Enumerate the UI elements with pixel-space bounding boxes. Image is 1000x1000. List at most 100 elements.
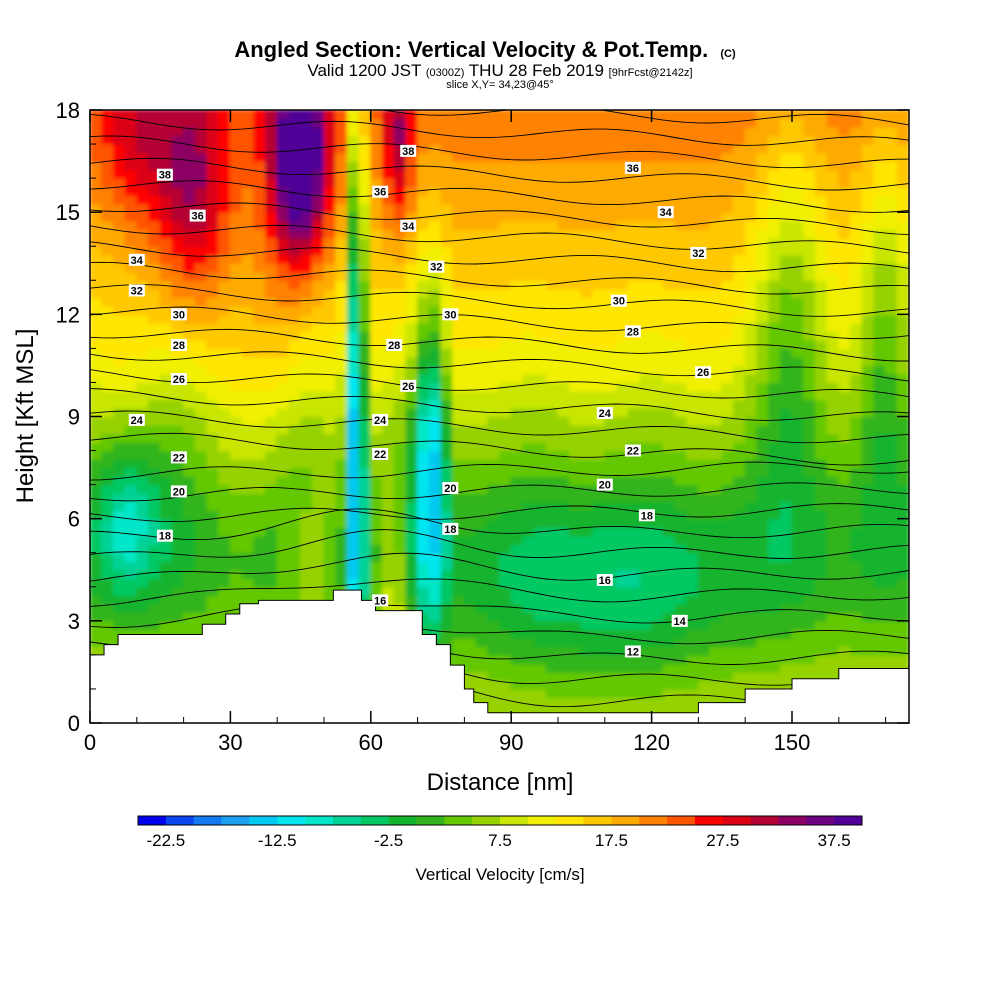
velocity-cell	[557, 220, 571, 230]
velocity-cell	[241, 509, 255, 520]
velocity-cell	[873, 603, 887, 614]
velocity-cell	[101, 356, 115, 367]
velocity-cell	[218, 271, 232, 281]
velocity-cell	[183, 501, 196, 511]
velocity-cell	[803, 492, 817, 503]
velocity-cell	[510, 594, 524, 605]
velocity-cell	[124, 313, 138, 324]
velocity-cell	[686, 620, 700, 631]
velocity-cell	[463, 671, 477, 682]
velocity-cell	[569, 228, 583, 239]
velocity-cell	[744, 586, 758, 596]
velocity-cell	[206, 279, 220, 290]
velocity-cell	[604, 543, 618, 554]
velocity-cell	[183, 416, 196, 426]
velocity-cell	[580, 654, 594, 665]
velocity-cell	[171, 543, 185, 554]
velocity-cell	[557, 322, 571, 333]
velocity-cell	[124, 356, 138, 367]
velocity-cell	[896, 552, 909, 562]
velocity-cell	[183, 220, 196, 230]
velocity-cell	[335, 552, 349, 562]
velocity-cell	[335, 152, 349, 162]
velocity-cell	[651, 688, 664, 699]
velocity-cell	[662, 177, 676, 188]
velocity-cell	[358, 228, 372, 239]
velocity-cell	[475, 126, 489, 137]
velocity-cell	[580, 611, 594, 622]
velocity-cell	[405, 586, 419, 596]
velocity-cell	[101, 288, 115, 299]
velocity-cell	[136, 347, 150, 358]
velocity-cell	[873, 126, 887, 137]
velocity-cell	[557, 364, 571, 375]
velocity-cell	[463, 186, 477, 196]
velocity-cell	[686, 484, 700, 494]
velocity-cell	[522, 526, 536, 537]
velocity-cell	[265, 577, 278, 588]
velocity-cell	[721, 245, 735, 256]
velocity-cell	[405, 492, 419, 503]
velocity-cell	[101, 467, 115, 477]
velocity-cell	[604, 526, 618, 537]
velocity-cell	[229, 364, 243, 375]
velocity-cell	[253, 569, 267, 579]
velocity-cell	[779, 467, 793, 477]
velocity-cell	[276, 152, 290, 162]
velocity-cell	[861, 450, 875, 460]
velocity-cell	[639, 424, 653, 435]
velocity-cell	[873, 160, 887, 171]
velocity-cell	[686, 271, 700, 281]
velocity-cell	[873, 645, 887, 656]
velocity-cell	[159, 288, 173, 299]
velocity-cell	[101, 110, 115, 120]
velocity-cell	[651, 620, 664, 631]
velocity-cell	[499, 671, 512, 682]
velocity-cell	[604, 330, 618, 341]
velocity-cell	[616, 254, 629, 264]
velocity-cell	[475, 594, 489, 605]
velocity-cell	[428, 373, 442, 384]
velocity-cell	[686, 611, 700, 622]
velocity-cell	[463, 228, 477, 239]
velocity-cell	[159, 484, 173, 494]
velocity-cell	[838, 271, 852, 281]
velocity-cell	[709, 620, 723, 631]
velocity-cell	[241, 322, 255, 333]
velocity-cell	[358, 407, 372, 418]
velocity-cell	[651, 492, 664, 503]
velocity-cell	[370, 381, 384, 392]
velocity-cell	[452, 492, 466, 503]
velocity-cell	[651, 271, 664, 281]
velocity-cell	[639, 433, 653, 443]
velocity-cell	[885, 262, 898, 273]
velocity-cell	[323, 526, 337, 537]
velocity-cell	[183, 628, 196, 639]
velocity-cell	[253, 152, 267, 162]
velocity-cell	[627, 110, 641, 120]
velocity-cell	[265, 288, 278, 299]
velocity-cell	[229, 526, 243, 537]
velocity-cell	[604, 143, 618, 154]
velocity-cell	[697, 288, 711, 299]
velocity-cell	[873, 177, 887, 188]
velocity-cell	[569, 313, 583, 324]
velocity-cell	[206, 339, 220, 350]
velocity-cell	[873, 118, 887, 128]
velocity-cell	[428, 450, 442, 460]
velocity-cell	[159, 552, 173, 562]
velocity-cell	[826, 620, 840, 631]
velocity-cell	[183, 228, 196, 239]
velocity-cell	[791, 110, 805, 120]
velocity-cell	[300, 152, 313, 162]
velocity-cell	[861, 569, 875, 579]
velocity-cell	[791, 211, 805, 222]
velocity-cell	[873, 526, 887, 537]
velocity-cell	[265, 118, 278, 128]
velocity-cell	[311, 262, 325, 273]
velocity-cell	[744, 135, 758, 145]
velocity-cell	[545, 603, 559, 614]
velocity-cell	[616, 177, 629, 188]
velocity-cell	[814, 177, 828, 188]
velocity-cell	[686, 203, 700, 213]
